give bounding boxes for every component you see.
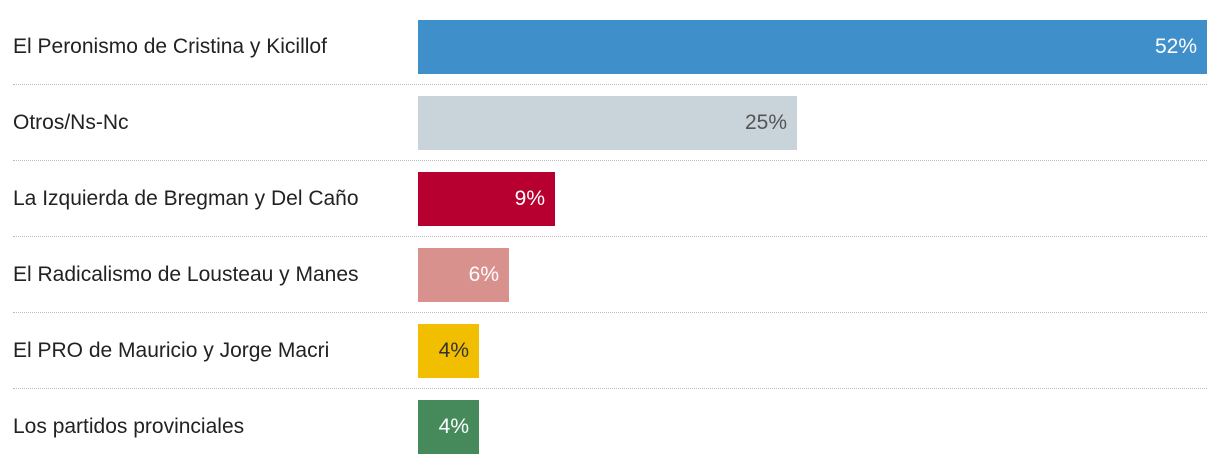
category-label: La Izquierda de Bregman y Del Caño <box>13 187 359 210</box>
category-label: El Radicalismo de Lousteau y Manes <box>13 263 359 286</box>
category-label: El PRO de Mauricio y Jorge Macri <box>13 339 330 362</box>
bar-value-label: 4% <box>438 339 469 362</box>
bar-row: Los partidos provinciales 4% <box>0 400 1220 476</box>
row-divider <box>13 388 1207 389</box>
row-divider <box>13 84 1207 85</box>
bar-row: Otros/Ns-Nc 25% <box>0 96 1220 172</box>
bar-row: El PRO de Mauricio y Jorge Macri 4% <box>0 324 1220 400</box>
category-label: Los partidos provinciales <box>13 415 245 438</box>
bar <box>418 324 479 378</box>
bar <box>418 400 479 454</box>
bar-value-label: 52% <box>1154 35 1197 58</box>
bar-value-label: 4% <box>438 415 469 438</box>
bar <box>418 248 509 302</box>
bar-value-label: 9% <box>514 187 545 210</box>
row-divider <box>13 160 1207 161</box>
category-label: Otros/Ns-Nc <box>13 111 129 134</box>
bar-row: El Radicalismo de Lousteau y Manes 6% <box>0 248 1220 324</box>
bar <box>418 96 797 150</box>
bar <box>418 172 555 226</box>
bar-row: El Peronismo de Cristina y Kicillof 52% <box>0 20 1220 96</box>
bar-value-label: 6% <box>468 263 499 286</box>
row-divider <box>13 312 1207 313</box>
bar <box>418 20 1207 74</box>
bar-value-label: 25% <box>744 111 787 134</box>
category-label: El Peronismo de Cristina y Kicillof <box>13 35 327 58</box>
row-divider <box>13 236 1207 237</box>
bar-row: La Izquierda de Bregman y Del Caño 9% <box>0 172 1220 248</box>
